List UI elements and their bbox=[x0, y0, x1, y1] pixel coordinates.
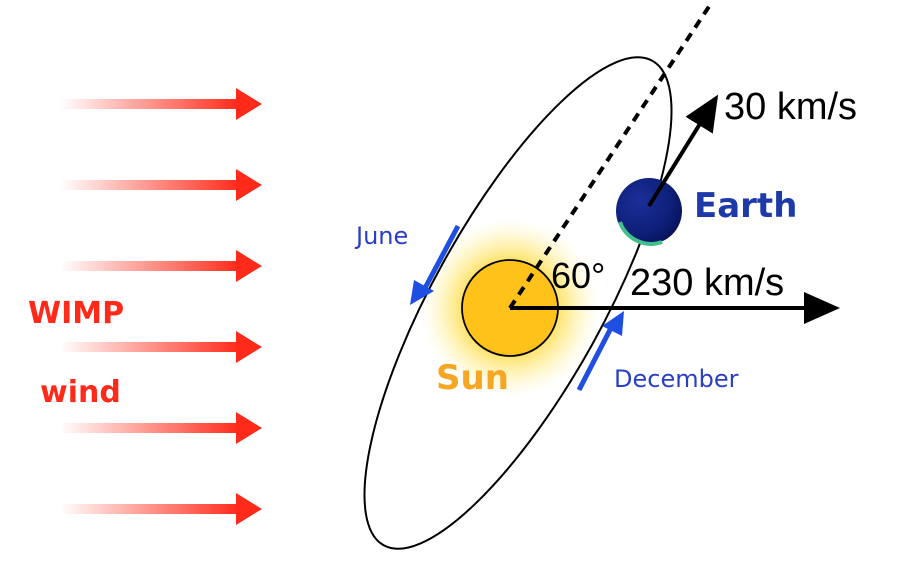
earth-orbit bbox=[363, 56, 673, 550]
wind-arrow bbox=[60, 412, 262, 444]
wimp-wind-arrows bbox=[60, 88, 262, 525]
dashed-axis-line bbox=[508, 0, 714, 310]
wind-arrow bbox=[60, 169, 262, 201]
sun-label: Sun bbox=[436, 358, 509, 398]
wimp-label: WIMP bbox=[28, 296, 124, 331]
june-direction-arrow bbox=[410, 224, 461, 305]
wind-arrow bbox=[60, 493, 262, 525]
earth bbox=[616, 178, 682, 246]
earth-label: Earth bbox=[694, 186, 797, 226]
wind-arrow bbox=[60, 88, 262, 120]
december-direction-arrow bbox=[576, 311, 624, 392]
earth-velocity-arrow bbox=[647, 94, 719, 208]
wind-label: wind bbox=[40, 375, 121, 410]
wind-arrow bbox=[60, 331, 262, 363]
sun-speed-label: 230 km/s bbox=[630, 262, 784, 304]
earth-speed-label: 30 km/s bbox=[724, 86, 857, 128]
angle-label: 60° bbox=[551, 255, 605, 296]
december-label: December bbox=[614, 365, 739, 393]
wind-arrow bbox=[60, 250, 262, 282]
june-label: June bbox=[354, 222, 408, 250]
